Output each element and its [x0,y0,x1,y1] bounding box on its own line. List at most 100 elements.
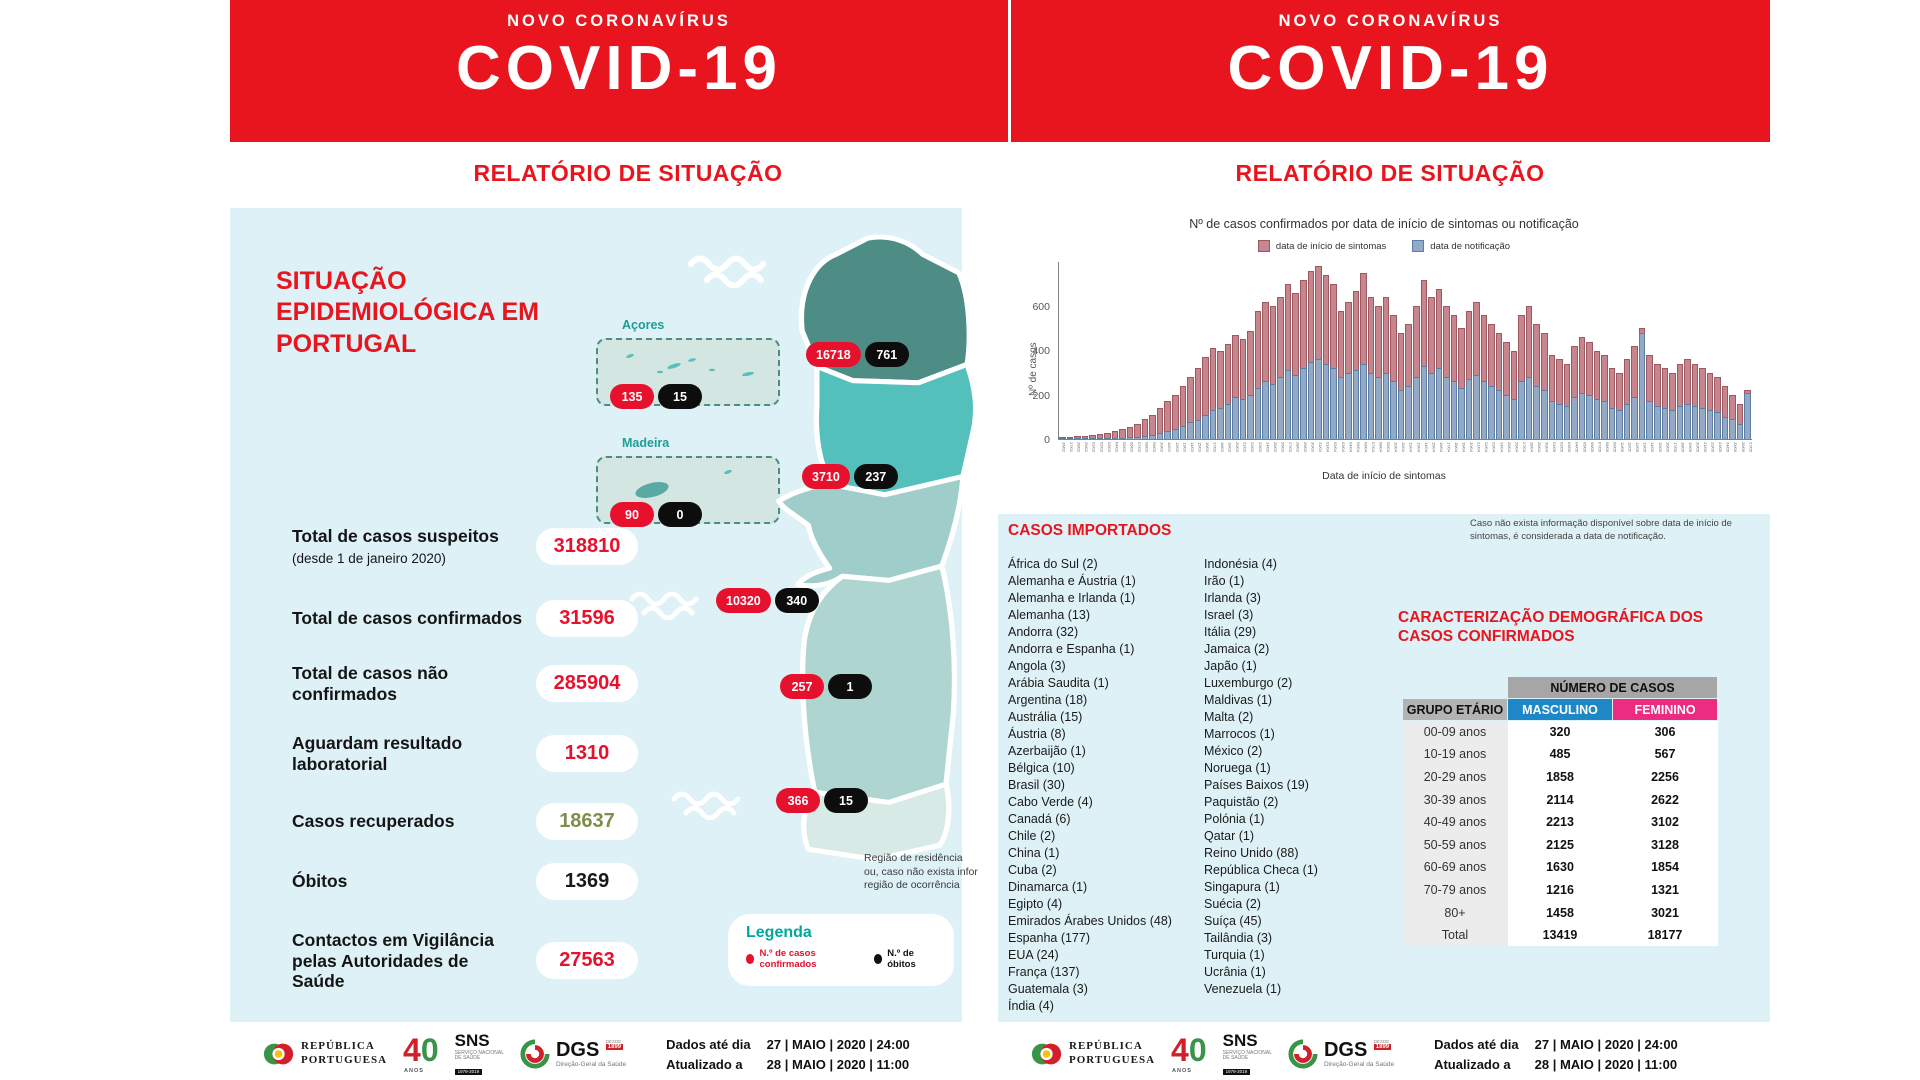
bar-column [1322,262,1330,439]
table-row: 10-19 anos 485 567 [1402,743,1718,766]
bar-sintomas [1397,332,1405,439]
bar-sintomas [1239,339,1247,439]
bar-column [1345,262,1352,439]
imported-country-item: Polónia (1) [1204,812,1265,826]
bar-column [1563,262,1571,439]
bar-sintomas [1081,435,1089,439]
stat-value-obitos: 1369 [536,863,638,900]
bar-notificacao [1202,414,1209,439]
table-header-group: NÚMERO DE CASOS [1507,676,1718,699]
imported-country-item: EUA (24) [1008,948,1059,962]
bar-notificacao [1284,370,1292,439]
dgs-logo: DGS DESDE 1899 Direção-Geral da Saúde [520,1039,626,1069]
x-tick-label: 18/05 [1680,442,1685,453]
map-region-alentejo [799,563,958,806]
bar-sintomas [1495,332,1503,439]
bar-sintomas [1586,341,1593,439]
bar-sintomas [1473,301,1480,439]
age-group-cell: 70-79 anos [1402,878,1508,902]
x-tick-label: 25/04 [1506,442,1511,453]
x-tick-label: 15/04 [1431,442,1436,453]
bar-notificacao [1307,361,1315,439]
bar-notificacao [1503,394,1510,439]
bar-column [1284,262,1292,439]
imported-country-item: Arábia Saudita (1) [1008,676,1109,690]
algarve-pills: 366 15 [776,788,868,813]
bar-sintomas [1706,372,1714,439]
demographics-table-body: 00-09 anos 320 306 10-19 anos 485 567 20-29 an… [1402,720,1718,947]
x-tick-label: 27/05 [1748,442,1752,453]
bar-notificacao [1638,332,1646,439]
feminino-cell: 18177 [1612,923,1718,947]
madeira-box: 90 0 [596,456,780,527]
x-tick-label: 28/02 [1076,442,1081,453]
x-tick-label: 14/04 [1423,442,1428,453]
stat-row-suspeitos: Total de casos suspeitos (desde 1 de jan… [292,526,638,567]
bar-sintomas [1232,335,1239,439]
dates-label: Dados até dia [666,1036,751,1052]
bar-notificacao [1443,377,1450,439]
x-tick-label: 14/05 [1650,442,1655,453]
age-group-cell: 00-09 anos [1402,720,1508,744]
imported-country-item: China (1) [1008,846,1060,860]
stat-row-obitos: Óbitos 1369 [292,863,638,900]
bar-column [1412,262,1420,439]
x-tick-label: 03/03 [1106,442,1111,453]
algarve-deaths-pill: 15 [824,788,868,813]
bar-sintomas [1428,297,1435,439]
legend-sintomas-label: data de início de sintomas [1275,240,1387,252]
bar-column [1360,262,1367,439]
situation-title: SITUAÇÃO EPIDEMIOLÓGICA EM PORTUGAL [276,267,539,358]
feminino-cell: 3102 [1612,810,1718,834]
chart-plot-area [1058,262,1752,440]
bar-notificacao [1578,392,1586,439]
x-tick-label: 12/03 [1174,442,1179,453]
x-tick-label: 19/04 [1461,442,1466,453]
bar-sintomas [1450,315,1458,439]
bar-sintomas [1322,275,1330,439]
imported-country-item: Andorra e Espanha (1) [1008,642,1135,656]
y-tick-label: 600 [1032,300,1050,313]
y-tick-label: 400 [1032,345,1050,357]
bar-sintomas [1412,306,1420,439]
x-tick-label: 13/04 [1416,442,1421,453]
bar-sintomas [1375,306,1382,439]
imported-country-item: Paquistão (2) [1204,795,1279,809]
sns-logo: SNS SERVIÇO NACIONAL DE SAÚDE 1979-2019 [454,1030,504,1075]
norte-confirmed-pill: 16718 [806,342,861,367]
bar-column [1156,262,1164,439]
bar-notificacao [1352,370,1360,439]
feminino-cell: 1854 [1612,856,1718,879]
bar-sintomas [1488,323,1495,439]
bar-sintomas [1714,377,1721,439]
bar-notificacao [1126,437,1134,439]
x-tick-label: 27/03 [1287,442,1292,453]
bar-notificacao [1541,390,1548,439]
bar-sintomas [1292,292,1299,439]
bar-column [1525,262,1533,439]
bar-column [1164,262,1171,439]
imported-country-item: Irão (1) [1204,574,1245,588]
feminino-cell: 2256 [1612,765,1718,789]
bar-column [1375,262,1382,439]
bar-column [1066,262,1074,439]
x-tick-label: 29/04 [1537,442,1541,453]
bar-notificacao [1059,438,1066,439]
bar-sintomas [1518,315,1525,439]
bar-sintomas [1254,310,1262,439]
x-tick-label: 12/05 [1635,442,1640,453]
stat-label-suffix: (desde 1 de janeiro 2020) [292,550,446,566]
bar-column [1631,262,1638,439]
x-tick-label: 03/04 [1340,442,1345,453]
x-tick-label: 02/03 [1099,442,1104,453]
banner-left: NOVO CORONAVÍRUS COVID-19 [230,0,1008,142]
table-row: 40-49 anos 2213 3102 [1402,810,1718,834]
chart-y-axis: 0 200 400 600 [1018,262,1054,447]
feminino-cell: 306 [1612,720,1718,744]
bar-notificacao [1262,381,1269,439]
bar-column [1676,262,1684,439]
centro-deaths-pill: 237 [853,464,898,489]
table-row: 60-69 anos 1630 1854 [1402,856,1718,879]
bar-notificacao [1631,396,1638,439]
bar-column [1744,262,1751,439]
